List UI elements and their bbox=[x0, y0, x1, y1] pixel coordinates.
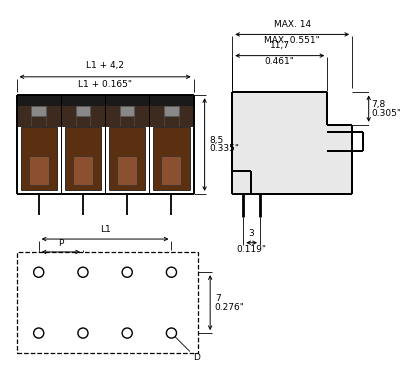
Bar bbox=[65, 127, 101, 190]
Bar bbox=[149, 106, 194, 127]
Bar bbox=[20, 127, 57, 190]
Bar bbox=[16, 95, 194, 106]
Bar bbox=[153, 127, 190, 190]
Text: MAX. 14: MAX. 14 bbox=[274, 20, 311, 29]
Circle shape bbox=[122, 267, 132, 277]
Text: 3: 3 bbox=[249, 229, 254, 238]
Bar bbox=[162, 156, 182, 185]
Bar bbox=[16, 252, 198, 353]
Bar bbox=[32, 106, 46, 116]
Bar bbox=[76, 106, 90, 116]
Text: 11,7: 11,7 bbox=[270, 41, 290, 50]
Text: 7,8: 7,8 bbox=[372, 99, 386, 108]
Text: L1: L1 bbox=[100, 225, 110, 234]
Text: P: P bbox=[58, 239, 64, 248]
Circle shape bbox=[166, 328, 176, 338]
Polygon shape bbox=[232, 93, 352, 194]
Bar bbox=[120, 106, 134, 116]
Text: 0.276": 0.276" bbox=[215, 303, 245, 312]
Text: 7: 7 bbox=[215, 294, 220, 302]
Text: 8,5: 8,5 bbox=[209, 136, 224, 146]
Text: L1 + 0.165": L1 + 0.165" bbox=[78, 80, 132, 88]
Bar bbox=[73, 156, 93, 185]
Text: 0.335": 0.335" bbox=[209, 144, 239, 153]
Text: MAX. 0.551": MAX. 0.551" bbox=[264, 36, 320, 45]
Text: 0.305": 0.305" bbox=[372, 109, 400, 118]
Bar bbox=[61, 106, 105, 127]
Circle shape bbox=[166, 267, 176, 277]
Bar bbox=[16, 106, 61, 127]
Bar bbox=[109, 127, 145, 190]
Circle shape bbox=[34, 267, 44, 277]
Text: L1 + 4,2: L1 + 4,2 bbox=[86, 61, 124, 70]
Bar bbox=[29, 156, 49, 185]
Bar bbox=[164, 106, 179, 116]
Circle shape bbox=[122, 328, 132, 338]
Bar bbox=[117, 156, 137, 185]
Text: 0.461": 0.461" bbox=[265, 57, 295, 67]
Text: D: D bbox=[193, 353, 200, 363]
Circle shape bbox=[78, 328, 88, 338]
Circle shape bbox=[34, 328, 44, 338]
Bar bbox=[105, 106, 149, 127]
Text: 0.119": 0.119" bbox=[237, 245, 267, 254]
Circle shape bbox=[78, 267, 88, 277]
